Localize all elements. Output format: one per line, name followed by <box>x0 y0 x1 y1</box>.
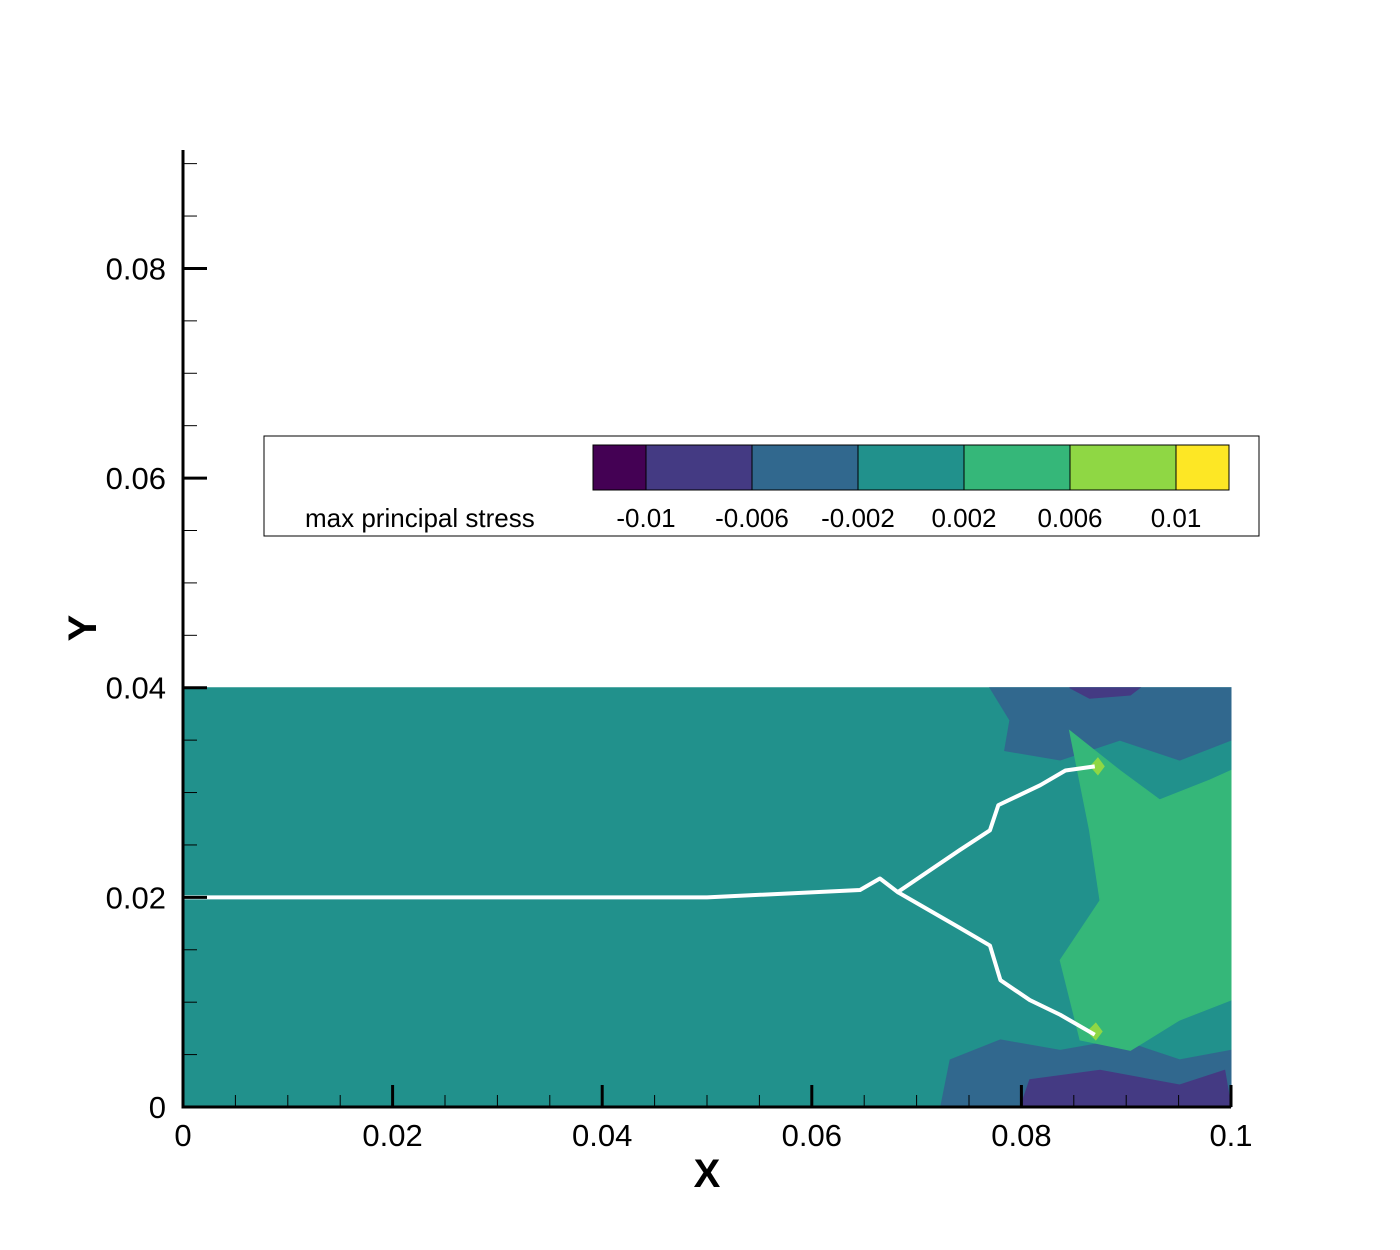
contour-region <box>1089 757 1105 776</box>
colorbar-label: -0.002 <box>821 503 895 533</box>
contour-region <box>1069 687 1142 699</box>
colorbar-swatch <box>857 444 965 491</box>
colorbar-label: 0.006 <box>1037 503 1102 533</box>
colorbar-swatch <box>592 444 647 491</box>
x-tick-label: 0.1 <box>1209 1118 1252 1153</box>
y-tick-label: 0 <box>149 1090 166 1125</box>
x-tick-label: 0.04 <box>572 1118 632 1153</box>
colorbar-swatch <box>645 444 753 491</box>
contour-region <box>1086 1022 1103 1041</box>
y-axis-label: Y <box>61 614 105 641</box>
colorbar-swatch <box>751 444 859 491</box>
y-tick-label: 0.06 <box>106 461 166 496</box>
colorbar-label: -0.01 <box>616 503 675 533</box>
colorbar-swatch <box>963 444 1071 491</box>
y-tick-label: 0.02 <box>106 880 166 915</box>
y-tick-label: 0.04 <box>106 671 166 706</box>
colorbar-swatch <box>1069 444 1177 491</box>
x-tick-label: 0.02 <box>362 1118 422 1153</box>
x-tick-label: 0 <box>174 1118 191 1153</box>
colorbar-label: 0.01 <box>1151 503 1202 533</box>
colorbar-swatch <box>1175 444 1230 491</box>
contour-region <box>1059 729 1232 1051</box>
colorbar-label: -0.006 <box>715 503 789 533</box>
crack-line <box>183 764 1096 900</box>
x-axis-label: X <box>694 1152 721 1196</box>
colorbar-title: max principal stress <box>305 503 535 533</box>
x-tick-label: 0.06 <box>782 1118 842 1153</box>
y-tick-label: 0.08 <box>106 251 166 286</box>
x-tick-label: 0.08 <box>991 1118 1051 1153</box>
crack-line <box>896 890 1096 1037</box>
colorbar-label: 0.002 <box>931 503 996 533</box>
contour-region <box>989 687 1232 761</box>
